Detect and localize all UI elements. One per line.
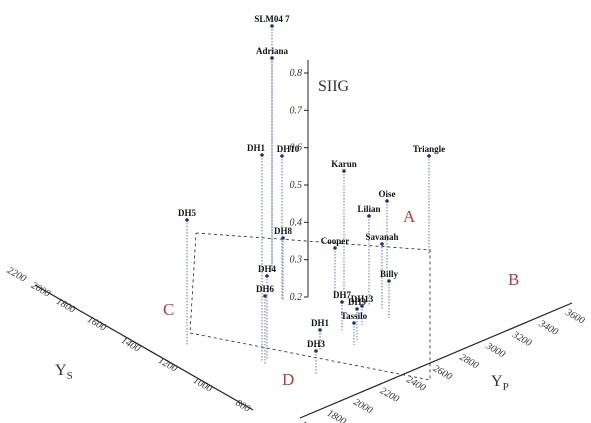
yp-tick-label: 2800 [458, 352, 481, 372]
ys-axis-line [34, 284, 254, 411]
yp-axis-title-subscript: P [503, 381, 509, 393]
point-label-lilian: Lilian [357, 204, 380, 214]
z-tick-label: 0.6 [290, 143, 303, 154]
z-tick-label: 0.4 [290, 217, 303, 228]
point-dh5 [185, 218, 189, 222]
point-slm04-7 [270, 24, 274, 28]
point-label-oise: Oise [379, 189, 396, 199]
point-label-cooper: Cooper [321, 236, 350, 246]
ys-tick-label: 2200 [5, 265, 28, 285]
point-label-dh6: DH6 [256, 284, 275, 294]
z-tick-label: 0.8 [290, 68, 303, 79]
z-tick-label: 0.3 [290, 255, 303, 266]
zone-label-d: D [282, 370, 294, 389]
yp-axis-line [299, 302, 573, 419]
yp-tick-label: 1600 [299, 419, 322, 423]
point-dh8 [281, 236, 285, 240]
point-label-triangle: Triangle [413, 144, 445, 154]
ys-tick-label: 1200 [156, 355, 179, 375]
point-dh13 [360, 304, 364, 308]
z-tick-label: 0.5 [290, 180, 303, 191]
floor-outline [189, 232, 431, 381]
z-axis-title: SIIG [318, 78, 350, 95]
ys-axis-title: YS [55, 362, 73, 382]
point-label-dh7: DH7 [333, 290, 352, 300]
point-label-dh3: DH3 [307, 339, 326, 349]
z-tick-label: 0.2 [290, 292, 303, 303]
ys-tick-label: 1800 [54, 296, 77, 316]
zone-label-b: B [508, 270, 519, 289]
point-karun [342, 169, 346, 173]
point-dh9 [355, 307, 359, 311]
point-label-dh5: DH5 [178, 208, 197, 218]
point-label-dh1: DH1 [311, 318, 330, 328]
yp-tick-label: 3000 [483, 340, 507, 360]
point-label-tassilo: Tassilo [341, 311, 368, 321]
point-label-dh10: DH10 [277, 144, 300, 154]
point-dh3 [314, 349, 318, 353]
yp-tick-label: 3400 [536, 318, 560, 338]
yp-tick-label: 2000 [352, 397, 375, 417]
point-label-dh4: DH4 [258, 264, 277, 274]
point-cooper [333, 246, 337, 250]
point-oise [385, 199, 389, 203]
zone-label-c: C [163, 300, 174, 319]
point-label-dh9: DH9 [348, 297, 367, 307]
point-label-adriana: Adriana [256, 46, 289, 56]
yp-tick-label: 3200 [510, 329, 534, 349]
point-savanah [380, 242, 384, 246]
point-label-slm04-7: SLM04 7 [254, 14, 290, 24]
point-dh7 [340, 300, 344, 304]
point-dh1 [318, 328, 322, 332]
point-billy [387, 279, 391, 283]
ys-axis-title-subscript: S [67, 370, 73, 382]
point-label-savanah: Savanah [365, 232, 398, 242]
point-label-dh1: DH1 [247, 143, 266, 153]
yp-axis-title: YP [491, 373, 509, 393]
point-label-karun: Karun [331, 159, 357, 169]
ys-tick-label: 1600 [85, 314, 108, 334]
yp-tick-label: 2200 [378, 385, 401, 405]
point-dh6 [263, 294, 267, 298]
point-adriana [270, 56, 274, 60]
point-dh1 [260, 153, 264, 157]
z-tick-label: 0.7 [290, 105, 304, 116]
point-dh4 [265, 274, 269, 278]
point-label-dh13: DH13 [351, 294, 374, 304]
point-label-billy: Billy [380, 269, 399, 279]
ys-tick-label: 1000 [191, 375, 214, 395]
point-dh10 [280, 154, 284, 158]
yp-tick-label: 3600 [563, 307, 587, 327]
point-tassilo [352, 321, 356, 325]
ys-tick-label: 2000 [29, 280, 52, 300]
yp-tick-label: 2600 [431, 363, 454, 383]
point-label-dh8: DH8 [274, 226, 293, 236]
ys-tick-label: 1400 [119, 335, 142, 355]
zone-label-a: A [403, 207, 416, 226]
point-triangle [427, 154, 431, 158]
yp-tick-label: 2400 [405, 374, 428, 394]
point-lilian [367, 214, 371, 218]
yp-tick-label: 1800 [325, 408, 348, 423]
